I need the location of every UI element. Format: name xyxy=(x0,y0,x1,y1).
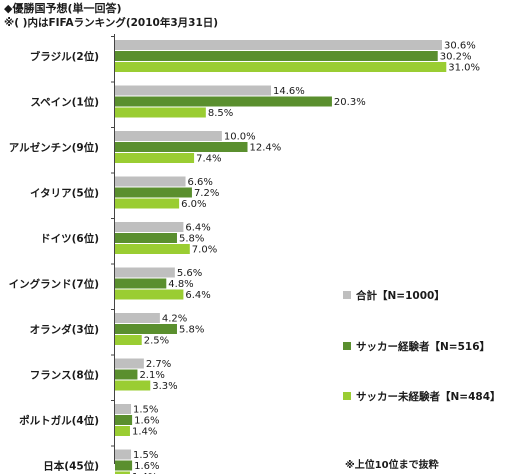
bar-total xyxy=(115,404,132,414)
bar-experienced xyxy=(115,460,133,471)
bar-total xyxy=(115,40,442,50)
data-label-total: 2.7% xyxy=(146,359,171,370)
data-label-inexperienced: 6.0% xyxy=(181,199,206,210)
footnote: ※上位10位まで抜粋 xyxy=(345,460,439,471)
data-label-inexperienced: 1.4% xyxy=(132,472,157,474)
bar-inexperienced xyxy=(115,426,130,436)
bar-experienced xyxy=(115,51,438,61)
bar-experienced xyxy=(115,415,133,425)
legend-swatch-experienced xyxy=(343,342,351,350)
bar-inexperienced xyxy=(115,153,195,163)
legend-item-inexperienced: サッカー未経験者【N=484】 xyxy=(343,390,501,403)
category-label: フランス(8位) xyxy=(30,369,99,382)
legend-item-total: 合計【N=1000】 xyxy=(343,289,445,302)
legend-item-experienced: サッカー経験者【N=516】 xyxy=(343,340,491,353)
bar-inexperienced xyxy=(115,107,206,118)
data-label-total: 14.6% xyxy=(273,86,305,97)
data-label-inexperienced: 2.5% xyxy=(144,336,169,347)
bar-total xyxy=(115,358,144,369)
bar-inexperienced xyxy=(115,380,151,391)
bar-total xyxy=(115,313,160,323)
data-label-inexperienced: 31.0% xyxy=(448,63,480,74)
bar-experienced xyxy=(115,233,177,243)
category-label: アルゼンチン(9位) xyxy=(9,141,99,154)
bar-total xyxy=(115,267,175,278)
data-label-experienced: 1.6% xyxy=(134,416,159,427)
legend-label-total: 合計【N=1000】 xyxy=(356,289,445,302)
bar-experienced xyxy=(115,324,177,334)
category-label: スペイン(1位) xyxy=(30,96,99,109)
bar-total xyxy=(115,176,186,187)
category-label: イングランド(7位) xyxy=(9,278,99,291)
bar-inexperienced xyxy=(115,335,142,345)
bar-experienced xyxy=(115,142,248,152)
data-label-experienced: 20.3% xyxy=(334,97,366,108)
chart-title: ◆優勝国予想(単一回答) xyxy=(4,2,122,15)
bar-experienced xyxy=(115,278,167,289)
data-label-experienced: 12.4% xyxy=(250,143,282,154)
category-label: 日本(45位) xyxy=(43,460,99,473)
data-label-total: 4.2% xyxy=(162,314,187,325)
bar-inexperienced xyxy=(115,289,184,300)
legend-label-experienced: サッカー経験者【N=516】 xyxy=(356,340,491,353)
data-label-inexperienced: 8.5% xyxy=(208,108,233,119)
bar-total xyxy=(115,449,132,460)
data-label-experienced: 5.8% xyxy=(179,234,204,245)
data-label-experienced: 5.8% xyxy=(179,325,204,336)
data-label-total: 10.0% xyxy=(224,132,256,143)
bar-total xyxy=(115,131,222,141)
bar-experienced xyxy=(115,187,192,198)
bar-inexperienced xyxy=(115,198,180,209)
data-label-total: 1.5% xyxy=(133,405,158,416)
data-label-inexperienced: 3.3% xyxy=(152,381,177,392)
data-label-experienced: 30.2% xyxy=(440,52,472,63)
category-label: イタリア(5位) xyxy=(30,187,99,200)
data-label-experienced: 2.1% xyxy=(139,370,164,381)
data-label-experienced: 7.2% xyxy=(194,188,219,199)
data-label-total: 6.4% xyxy=(185,223,210,234)
category-label: オランダ(3位) xyxy=(30,323,99,336)
data-label-total: 1.5% xyxy=(133,450,158,461)
data-label-total: 6.6% xyxy=(188,177,213,188)
data-label-inexperienced: 7.0% xyxy=(192,245,217,256)
legend-swatch-inexperienced xyxy=(343,392,351,400)
data-label-total: 5.6% xyxy=(177,268,202,279)
data-label-total: 30.6% xyxy=(444,41,476,52)
category-label: ドイツ(6位) xyxy=(40,232,99,245)
chart-subtitle: ※( )内はFIFAランキング(2010年3月31日) xyxy=(4,17,219,29)
category-label: ポルトガル(4位) xyxy=(19,414,99,427)
category-label: ブラジル(2位) xyxy=(30,50,99,63)
data-label-inexperienced: 1.4% xyxy=(132,427,157,438)
data-label-experienced: 4.8% xyxy=(168,279,193,290)
bar-inexperienced xyxy=(115,471,130,474)
bar-experienced xyxy=(115,96,332,107)
legend-swatch-total xyxy=(343,291,351,299)
bar-total xyxy=(115,85,272,96)
legend-label-inexperienced: サッカー未経験者【N=484】 xyxy=(356,390,501,403)
bar-inexperienced xyxy=(115,62,447,72)
bar-experienced xyxy=(115,369,138,380)
bar-inexperienced xyxy=(115,244,190,254)
data-label-inexperienced: 7.4% xyxy=(196,154,221,165)
bar-total xyxy=(115,222,184,232)
data-label-experienced: 1.6% xyxy=(134,461,159,472)
data-label-inexperienced: 6.4% xyxy=(185,290,210,301)
